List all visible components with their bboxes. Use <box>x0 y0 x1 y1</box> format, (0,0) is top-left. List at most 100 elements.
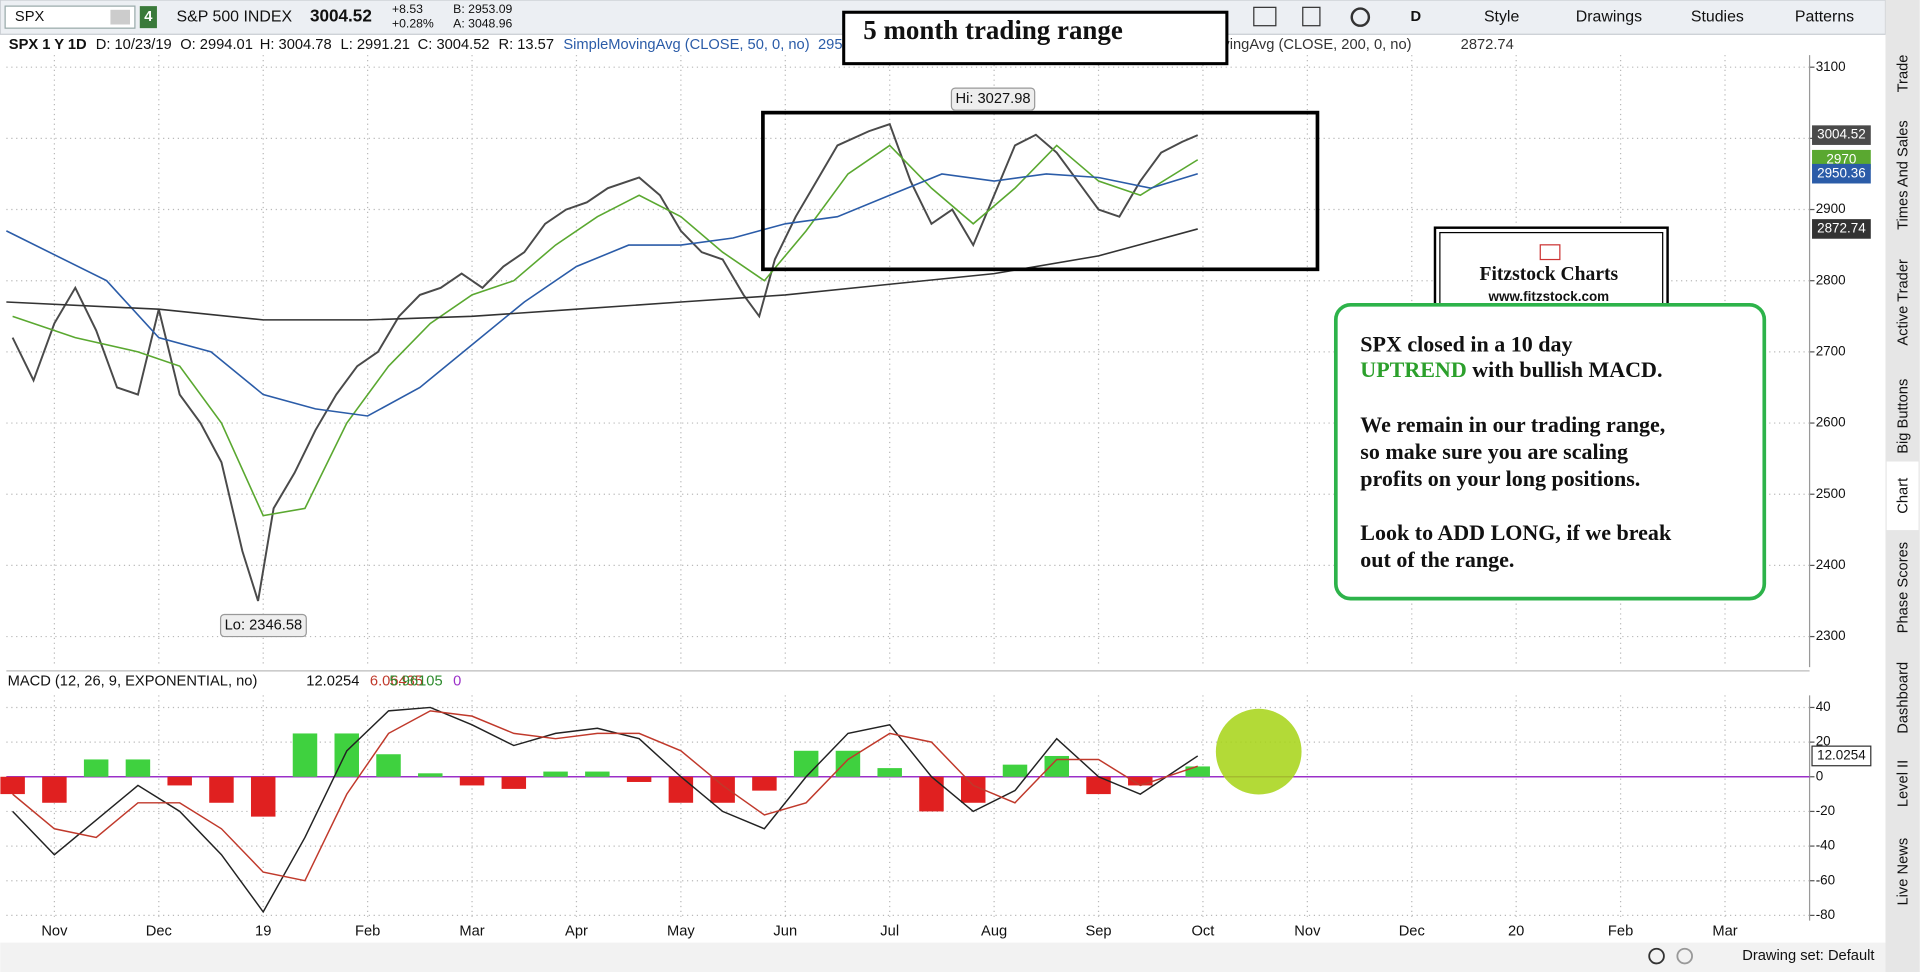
menu-button[interactable]: Drawings <box>1576 8 1642 25</box>
highlight-circle <box>1215 708 1302 795</box>
high-label: Hi: 3027.98 <box>955 91 1030 107</box>
x-tick-label: Feb <box>1608 923 1633 939</box>
ohlc-field: R: 13.57 <box>498 37 554 53</box>
note-box <box>1333 302 1767 601</box>
macd-line <box>12 706 1199 914</box>
study-name: SimpleMovingAvg (CLOSE, 50, 0, no) <box>563 37 809 53</box>
side-tab[interactable]: Dashboard <box>1896 662 1912 734</box>
menu-button[interactable]: Studies <box>1691 8 1744 25</box>
low-label-box <box>219 613 307 638</box>
grid-badge[interactable] <box>139 6 157 29</box>
histogram-bar <box>793 750 819 777</box>
menu-button[interactable]: Style <box>1484 8 1520 25</box>
x-tick-label: Aug <box>981 923 1007 939</box>
change-pct: +0.28% <box>392 17 434 31</box>
note-text: profits on your long positions. <box>1360 466 1640 491</box>
histogram-bar <box>585 771 610 777</box>
histogram-bar <box>1044 755 1070 777</box>
icon-button[interactable] <box>1253 6 1277 27</box>
price-line <box>12 144 1199 517</box>
footer <box>0 942 1886 972</box>
macd-line <box>12 710 1198 882</box>
symbol-box[interactable] <box>4 5 136 29</box>
histogram-bar <box>626 776 652 782</box>
macd-diff: 5.96105 <box>390 674 443 690</box>
y-tick-label: 2400 <box>1816 557 1846 572</box>
y-tick-label: 0 <box>1816 768 1823 783</box>
y-tick-label: -20 <box>1816 803 1835 818</box>
x-tick-label: Mar <box>1712 923 1737 939</box>
side-tab[interactable]: Live News <box>1896 838 1912 906</box>
note-line: so make sure you are scaling <box>1360 439 1628 464</box>
symbol-dropdown[interactable] <box>110 9 131 25</box>
aggregation[interactable]: D <box>1410 9 1421 25</box>
icon-button[interactable] <box>1350 7 1371 27</box>
zoom-out[interactable] <box>1676 947 1693 965</box>
chart-label: SPX 1 Y 1D <box>9 37 87 53</box>
note-text: UPTREND <box>1360 357 1466 382</box>
histogram-bar <box>710 776 735 803</box>
note-text: out of the range. <box>1360 547 1514 572</box>
histogram-bar <box>1086 776 1111 795</box>
histogram-bar <box>459 776 485 786</box>
logo-url: www.fitzstock.com <box>1488 289 1610 304</box>
ohlc-field: H: 3004.78 <box>260 37 332 53</box>
price-line <box>6 172 1198 417</box>
side-tab[interactable]: Times And Sales <box>1896 120 1912 230</box>
x-tick-label: Jul <box>880 923 899 939</box>
x-tick-label: Dec <box>146 923 172 939</box>
side-tab[interactable]: Phase Scores <box>1896 542 1912 633</box>
histogram-bar <box>1002 764 1028 777</box>
menu-button[interactable]: Patterns <box>1795 8 1854 25</box>
active-tab <box>1886 461 1919 531</box>
side-tab[interactable]: Big Buttons <box>1896 379 1912 454</box>
histogram-bar <box>167 776 192 786</box>
price-tag-label: 2872.74 <box>1817 220 1866 235</box>
high-label-box <box>950 87 1036 111</box>
histogram-bar <box>0 776 25 795</box>
note-line: profits on your long positions. <box>1360 466 1640 491</box>
histogram-bar <box>209 776 234 803</box>
grid-count[interactable]: 4 <box>144 9 153 25</box>
histogram-bar <box>83 759 109 777</box>
ohlc-field: D: 10/23/19 <box>96 37 172 53</box>
note-line: out of the range. <box>1360 547 1514 572</box>
note-line: We remain in our trading range, <box>1360 412 1665 437</box>
histogram-bar <box>960 776 986 803</box>
y-tick-label: -40 <box>1816 838 1835 853</box>
histogram-bar <box>543 771 568 777</box>
symbol[interactable]: SPX <box>15 9 45 25</box>
value-tag-label: 12.0254 <box>1817 747 1866 762</box>
side-tab[interactable]: Chart <box>1896 478 1912 514</box>
change: +8.53 <box>392 2 423 16</box>
note-text: so make sure you are scaling <box>1360 439 1628 464</box>
bid: B: 2953.09 <box>453 2 512 16</box>
x-tick-label: Nov <box>41 923 68 939</box>
y-tick-label: 2900 <box>1816 201 1846 216</box>
title: 5 month trading range <box>863 15 1123 45</box>
macd-avg: 6.06435 <box>370 674 423 690</box>
ohlc-field: C: 3004.52 <box>418 37 490 53</box>
side-tab[interactable]: Trade <box>1896 55 1912 93</box>
range-box <box>761 110 1320 272</box>
y-tick-label: 2800 <box>1816 272 1846 287</box>
icon-button[interactable] <box>1302 6 1321 27</box>
side-tab[interactable]: Level II <box>1896 760 1912 807</box>
y-tick-label: 20 <box>1816 734 1831 749</box>
note-line: Look to ADD LONG, if we break <box>1360 520 1672 545</box>
low-label: Lo: 2346.58 <box>225 617 303 633</box>
y-tick-label: 40 <box>1816 699 1831 714</box>
zoom-in[interactable] <box>1648 947 1665 965</box>
side-tab[interactable]: Active Trader <box>1896 259 1912 346</box>
x-tick-label: Jun <box>773 923 797 939</box>
drawing-set[interactable]: Drawing set: Default <box>1742 948 1874 964</box>
price-tag-label: 2950.36 <box>1817 165 1866 180</box>
x-tick-label: Feb <box>355 923 380 939</box>
x-tick-label: Nov <box>1294 923 1321 939</box>
x-tick-label: Apr <box>565 923 588 939</box>
y-tick-label: 2700 <box>1816 343 1846 358</box>
price-line <box>11 122 1199 602</box>
zero-value: 0 <box>453 674 461 690</box>
x-tick-label: Oct <box>1192 923 1215 939</box>
value-tag <box>1811 745 1872 767</box>
